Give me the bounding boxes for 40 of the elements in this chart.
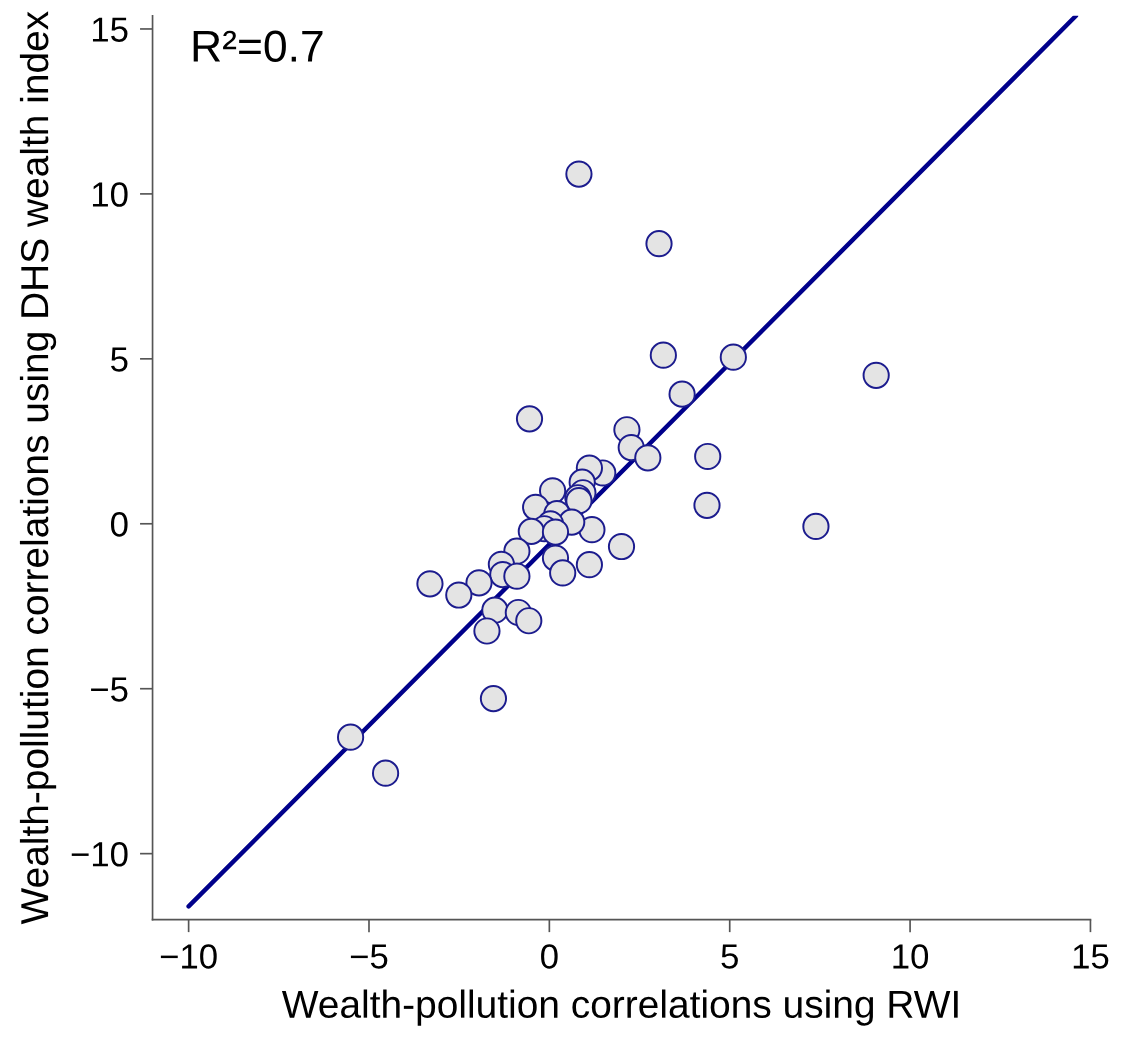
point xyxy=(694,442,722,471)
y-axis-title: Wealth-pollution correlations using DHS wealth index xyxy=(19,11,57,925)
point xyxy=(649,341,677,369)
point xyxy=(517,517,545,545)
point xyxy=(515,607,543,635)
point xyxy=(416,570,444,598)
point xyxy=(634,444,662,472)
point xyxy=(693,491,721,519)
x-axis-title: Wealth-pollution correlations using RWI xyxy=(281,989,958,1026)
y-tick-label: −5 xyxy=(91,677,128,702)
y-tick-label: 5 xyxy=(111,347,128,372)
y-tick-label: 15 xyxy=(92,17,128,42)
y-tick-label: 0 xyxy=(110,512,128,537)
point xyxy=(565,160,593,188)
point xyxy=(549,559,577,587)
point xyxy=(719,343,747,371)
point xyxy=(445,581,473,609)
point xyxy=(802,512,830,540)
y-tick-label: 10 xyxy=(92,182,128,207)
annotation: R²=0.7 xyxy=(193,30,323,62)
point xyxy=(862,361,890,389)
point xyxy=(372,759,400,787)
x-tick-label: 5 xyxy=(721,944,738,969)
point xyxy=(503,562,531,590)
x-tick-label: 0 xyxy=(541,944,558,969)
y-tick-label: −10 xyxy=(71,841,128,867)
point xyxy=(337,723,365,751)
x-tick-label: −10 xyxy=(160,944,217,969)
x-tick-label: 15 xyxy=(1073,944,1109,969)
point xyxy=(473,617,501,645)
point xyxy=(541,518,570,546)
point xyxy=(479,685,508,713)
point xyxy=(515,405,544,433)
x-tick-label: 10 xyxy=(893,944,929,969)
x-tick-label: −5 xyxy=(350,944,388,969)
point xyxy=(668,380,696,408)
point xyxy=(575,551,603,579)
point xyxy=(645,230,673,258)
point xyxy=(465,569,493,597)
point xyxy=(607,532,636,561)
